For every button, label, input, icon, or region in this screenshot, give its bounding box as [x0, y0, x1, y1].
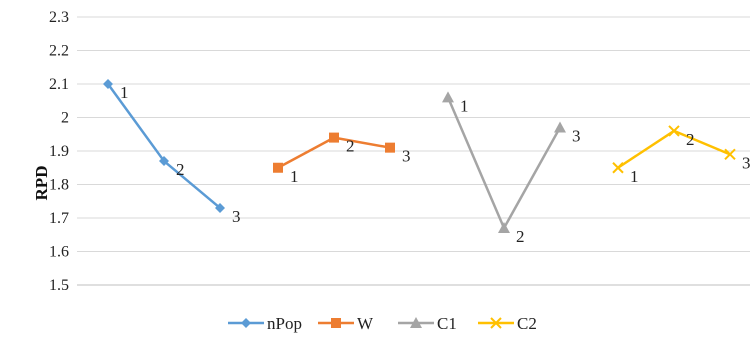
data-point	[498, 222, 510, 234]
gridlines	[77, 16, 750, 286]
data-label: 1	[630, 167, 639, 186]
legend-label: W	[357, 314, 374, 333]
data-label: 2	[176, 160, 185, 179]
y-tick-label: 2	[61, 110, 69, 127]
legend-marker	[490, 317, 502, 329]
data-point	[724, 148, 736, 161]
data-point	[215, 202, 225, 213]
data-label: 1	[290, 167, 299, 186]
y-tick-label: 1.9	[49, 143, 69, 160]
legend-item-w: W	[318, 314, 374, 333]
y-tick-label: 1.7	[49, 210, 69, 227]
y-tick-label: 1.6	[49, 244, 69, 261]
data-point	[385, 142, 395, 153]
y-tick-label: 1.8	[49, 177, 69, 194]
legend-marker	[241, 318, 251, 328]
data-label: 3	[232, 207, 241, 226]
legend-label: nPop	[267, 314, 302, 333]
y-axis-ticks: 1.5 1.6 1.7 1.8 1.9 2 2.1 2.2 2.3	[49, 9, 69, 294]
data-point	[554, 121, 566, 133]
legend-item-c2: C2	[478, 314, 537, 333]
series-line	[617, 129, 731, 169]
legend: nPop W C1 C2	[228, 314, 537, 333]
data-point	[668, 125, 680, 137]
data-point	[329, 132, 339, 143]
legend-label: C1	[437, 314, 457, 333]
data-label: 3	[572, 127, 581, 146]
series-line	[106, 83, 221, 209]
data-point	[103, 79, 113, 89]
data-point	[159, 156, 169, 167]
legend-label: C2	[517, 314, 537, 333]
series-c2: 1 2 3	[612, 125, 751, 186]
series-c1: 1 2 3	[442, 91, 581, 246]
data-label: 1	[460, 96, 469, 115]
data-label: 1	[120, 83, 129, 102]
y-tick-label: 2.2	[49, 43, 69, 60]
data-point	[612, 162, 624, 174]
y-axis-title: RPD	[32, 166, 51, 201]
series-npop: 1 2 3	[103, 79, 241, 226]
series-w: 1 2 3	[273, 132, 411, 186]
data-point	[442, 91, 454, 103]
data-label: 2	[346, 137, 355, 156]
data-label: 2	[516, 227, 525, 246]
data-label: 2	[686, 130, 695, 149]
series-line	[446, 96, 562, 230]
y-tick-label: 1.5	[49, 277, 69, 294]
data-label: 3	[402, 147, 411, 166]
data-point	[273, 162, 283, 173]
y-tick-label: 2.1	[49, 76, 69, 93]
y-tick-label: 2.3	[49, 9, 69, 26]
legend-marker	[410, 317, 422, 328]
data-label: 3	[742, 153, 751, 172]
legend-item-npop: nPop	[228, 314, 302, 333]
legend-item-c1: C1	[398, 314, 457, 333]
series-group: 1 2 3 1 2 3 1 2 3 1 2 3	[103, 79, 751, 246]
legend-marker	[331, 318, 341, 328]
